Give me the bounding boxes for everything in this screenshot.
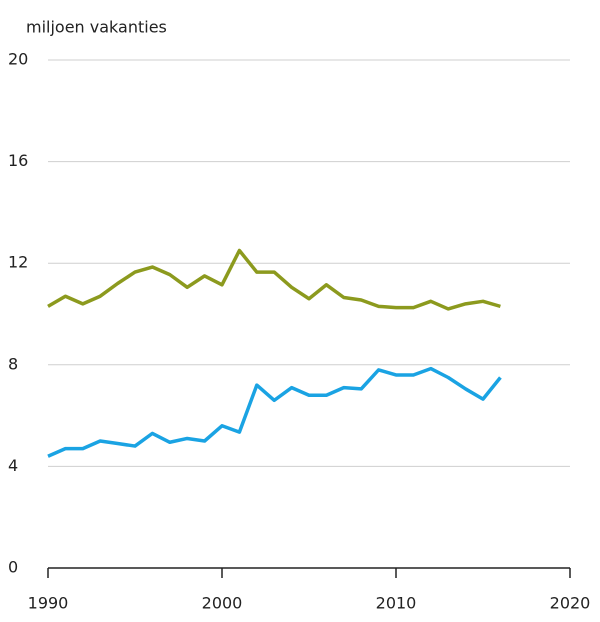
x-tick-label: 1990 xyxy=(28,594,69,613)
y-tick-label: 8 xyxy=(8,354,18,373)
series-line xyxy=(47,366,502,458)
y-tick-label: 12 xyxy=(8,253,28,272)
x-tick-label: 2020 xyxy=(550,594,591,613)
y-tick-label: 16 xyxy=(8,151,28,170)
y-tick-label: 4 xyxy=(8,456,18,475)
x-tick-label: 2000 xyxy=(202,594,243,613)
y-axis-label: miljoen vakanties xyxy=(26,18,167,37)
y-tick-label: 0 xyxy=(8,558,18,577)
y-tick-label: 20 xyxy=(8,50,28,69)
series-line xyxy=(47,248,501,311)
x-tick-label: 2010 xyxy=(376,594,417,613)
